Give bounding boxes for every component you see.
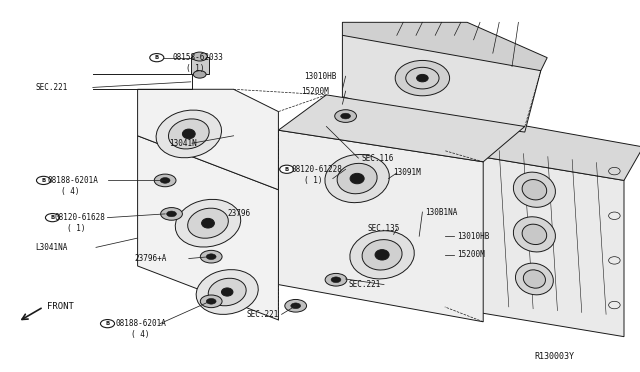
Ellipse shape <box>413 232 425 240</box>
Ellipse shape <box>522 224 547 244</box>
Circle shape <box>291 303 301 309</box>
Ellipse shape <box>524 270 545 288</box>
Text: ( 4): ( 4) <box>131 330 150 339</box>
Text: 08188-6201A: 08188-6201A <box>48 176 99 185</box>
Polygon shape <box>138 89 278 190</box>
Text: 15200M: 15200M <box>301 87 328 96</box>
Polygon shape <box>342 22 547 71</box>
Circle shape <box>192 52 207 61</box>
Circle shape <box>340 113 351 119</box>
Text: R130003Y: R130003Y <box>534 352 575 361</box>
Text: 13010HB: 13010HB <box>304 72 337 81</box>
Ellipse shape <box>350 173 364 184</box>
Ellipse shape <box>350 231 414 279</box>
Text: L3041NA: L3041NA <box>35 243 68 252</box>
Circle shape <box>161 208 182 220</box>
Text: B: B <box>285 167 289 172</box>
Text: 13091M: 13091M <box>394 169 421 177</box>
Ellipse shape <box>417 74 428 82</box>
Text: SEC.116: SEC.116 <box>362 154 394 163</box>
Circle shape <box>160 177 170 183</box>
Text: 08188-6201A: 08188-6201A <box>115 319 166 328</box>
Ellipse shape <box>513 217 556 252</box>
Text: 08158-62033: 08158-62033 <box>173 53 223 62</box>
Ellipse shape <box>188 208 228 238</box>
Polygon shape <box>138 136 278 320</box>
Text: 23796: 23796 <box>227 209 250 218</box>
Bar <box>191 57 209 74</box>
Ellipse shape <box>202 218 214 228</box>
Ellipse shape <box>221 288 233 296</box>
Text: SEC.221: SEC.221 <box>35 83 68 92</box>
Text: ( 1): ( 1) <box>304 176 323 185</box>
Circle shape <box>285 299 307 312</box>
Circle shape <box>150 54 164 62</box>
Text: SEC.221: SEC.221 <box>349 280 381 289</box>
Ellipse shape <box>515 263 554 295</box>
Text: 08120-61628: 08120-61628 <box>54 213 105 222</box>
Circle shape <box>206 254 216 260</box>
Text: 15200M: 15200M <box>458 250 485 259</box>
Ellipse shape <box>513 172 556 207</box>
Text: 13041N: 13041N <box>170 139 197 148</box>
Circle shape <box>193 71 206 78</box>
Ellipse shape <box>182 129 195 139</box>
Circle shape <box>45 214 60 222</box>
Text: ( 1): ( 1) <box>186 64 204 73</box>
Ellipse shape <box>413 251 425 259</box>
Text: B: B <box>155 55 159 60</box>
Ellipse shape <box>362 240 402 270</box>
Text: SEC.135: SEC.135 <box>368 224 401 233</box>
Circle shape <box>166 211 177 217</box>
Ellipse shape <box>175 199 241 247</box>
Circle shape <box>280 165 294 173</box>
Polygon shape <box>342 35 541 132</box>
Polygon shape <box>445 117 640 180</box>
Circle shape <box>200 250 222 263</box>
Text: 08120-61228: 08120-61228 <box>291 165 342 174</box>
Circle shape <box>154 174 176 187</box>
Text: SEC.221: SEC.221 <box>246 310 279 319</box>
Polygon shape <box>278 130 483 322</box>
Ellipse shape <box>522 180 547 200</box>
Ellipse shape <box>325 154 389 203</box>
Circle shape <box>331 277 341 283</box>
Ellipse shape <box>168 119 209 149</box>
Ellipse shape <box>329 276 343 286</box>
Ellipse shape <box>396 60 450 96</box>
Text: 130B1NA: 130B1NA <box>426 208 458 217</box>
Circle shape <box>206 298 216 304</box>
Ellipse shape <box>375 250 389 260</box>
Polygon shape <box>445 151 624 337</box>
Text: FRONT: FRONT <box>47 302 74 311</box>
Ellipse shape <box>208 278 246 306</box>
Polygon shape <box>278 95 525 162</box>
Circle shape <box>100 320 115 328</box>
Text: 23796+A: 23796+A <box>134 254 167 263</box>
Ellipse shape <box>289 301 303 311</box>
Text: B: B <box>106 321 109 326</box>
Text: B: B <box>51 215 54 220</box>
Ellipse shape <box>337 163 377 194</box>
Circle shape <box>36 176 51 185</box>
Text: 13010HB: 13010HB <box>458 232 490 241</box>
Ellipse shape <box>156 110 221 158</box>
Text: B: B <box>42 178 45 183</box>
Circle shape <box>200 295 222 308</box>
Text: ( 4): ( 4) <box>61 187 79 196</box>
Circle shape <box>335 110 356 122</box>
Text: ( 1): ( 1) <box>67 224 86 233</box>
Circle shape <box>325 273 347 286</box>
Ellipse shape <box>196 270 259 314</box>
